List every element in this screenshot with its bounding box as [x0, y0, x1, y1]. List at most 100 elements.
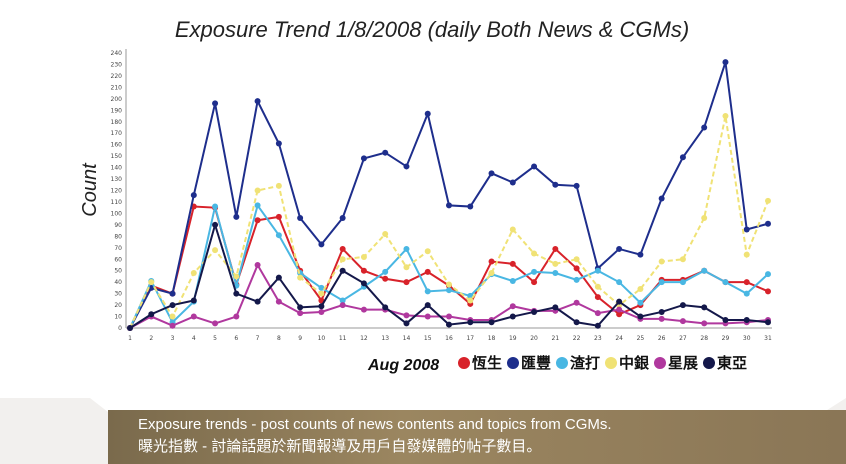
data-point	[318, 290, 325, 297]
data-point	[382, 149, 389, 156]
data-point	[212, 320, 219, 327]
data-point	[275, 298, 282, 305]
data-point	[212, 100, 219, 107]
data-point	[573, 319, 580, 326]
data-point	[531, 268, 538, 275]
data-point	[467, 203, 474, 210]
x-tick-label: 21	[552, 335, 560, 342]
data-point	[509, 278, 516, 285]
data-point	[403, 320, 410, 327]
axes	[125, 49, 772, 329]
data-point	[403, 279, 410, 286]
data-point	[297, 310, 304, 317]
y-tick-label: 40	[114, 279, 122, 286]
caption-chinese: 曝光指數 - 討論話題於新聞報導及用戶自發媒體的帖子數目。	[138, 438, 542, 455]
data-point	[743, 316, 750, 323]
data-point	[701, 215, 708, 221]
data-point	[169, 302, 176, 309]
data-point	[403, 245, 410, 252]
series-layer	[127, 59, 771, 331]
data-point	[254, 217, 261, 224]
y-tick-label: 10	[114, 314, 122, 321]
y-tick-label: 0	[118, 325, 122, 332]
y-tick-label: 220	[111, 73, 123, 80]
legend-swatch	[703, 357, 715, 369]
data-point	[446, 321, 452, 328]
data-point	[424, 302, 431, 309]
data-point	[169, 313, 176, 320]
data-point	[190, 297, 197, 304]
data-point	[552, 260, 559, 267]
y-tick-label: 230	[111, 61, 123, 68]
series-4	[127, 113, 771, 331]
data-point	[616, 306, 623, 313]
data-point	[679, 302, 686, 309]
y-tick-label: 20	[114, 302, 122, 309]
legend-swatch	[556, 357, 568, 369]
x-tick-label: 23	[594, 335, 602, 342]
data-point	[531, 308, 538, 315]
data-point	[382, 268, 389, 275]
data-point	[531, 279, 538, 286]
data-point	[318, 241, 325, 248]
x-tick-label: 27	[679, 335, 687, 342]
data-point	[148, 311, 155, 318]
data-point	[275, 213, 282, 220]
data-point	[488, 170, 495, 177]
data-point	[594, 310, 601, 317]
x-tick-label: 12	[360, 335, 368, 342]
data-point	[403, 264, 410, 271]
data-point	[446, 202, 452, 209]
data-point	[254, 261, 261, 268]
y-tick-label: 200	[111, 96, 123, 103]
data-point	[233, 290, 240, 297]
data-point	[765, 271, 771, 278]
legend-label: 匯豐	[521, 354, 551, 372]
data-point	[424, 110, 431, 117]
x-tick-label: 8	[277, 335, 281, 342]
data-point	[339, 267, 346, 274]
data-point	[297, 215, 304, 221]
x-tick-label: 4	[192, 335, 196, 342]
y-tick-label: 80	[114, 233, 122, 240]
data-point	[169, 322, 176, 329]
data-point	[254, 202, 261, 209]
data-point	[616, 279, 623, 286]
data-point	[127, 325, 133, 331]
data-point	[446, 313, 452, 320]
data-point	[382, 304, 389, 311]
data-point	[509, 179, 516, 186]
data-point	[594, 322, 601, 329]
data-point	[360, 280, 367, 287]
legend-label: 星展	[668, 354, 698, 372]
data-point	[743, 290, 750, 297]
data-point	[446, 287, 452, 294]
x-tick-label: 17	[466, 335, 474, 342]
data-point	[467, 319, 474, 326]
data-point	[701, 267, 708, 274]
data-point	[318, 303, 325, 310]
x-tick-label: 26	[658, 335, 666, 342]
legend-swatch	[458, 357, 470, 369]
data-point	[318, 308, 325, 315]
data-point	[424, 248, 431, 255]
data-point	[233, 313, 240, 320]
data-point	[254, 187, 261, 194]
chart-background	[0, 0, 846, 412]
data-point	[360, 267, 367, 274]
data-point	[765, 197, 771, 204]
y-tick-label: 90	[114, 222, 122, 229]
data-point	[616, 311, 623, 318]
data-point	[701, 320, 708, 327]
legend-label: 恆生	[471, 354, 502, 372]
data-point	[552, 304, 559, 311]
y-axis-ticks: 0 10 20 30 40 50 60 70 80 90 100 110 120 130 140 150 160…	[111, 50, 123, 332]
data-point	[765, 288, 771, 295]
legend-label: 東亞	[717, 354, 747, 372]
legend-label: 渣打	[570, 354, 600, 372]
x-tick-label: 24	[615, 335, 623, 342]
data-point	[360, 253, 367, 260]
legend-swatch	[605, 357, 617, 369]
x-tick-label: 13	[381, 335, 389, 342]
